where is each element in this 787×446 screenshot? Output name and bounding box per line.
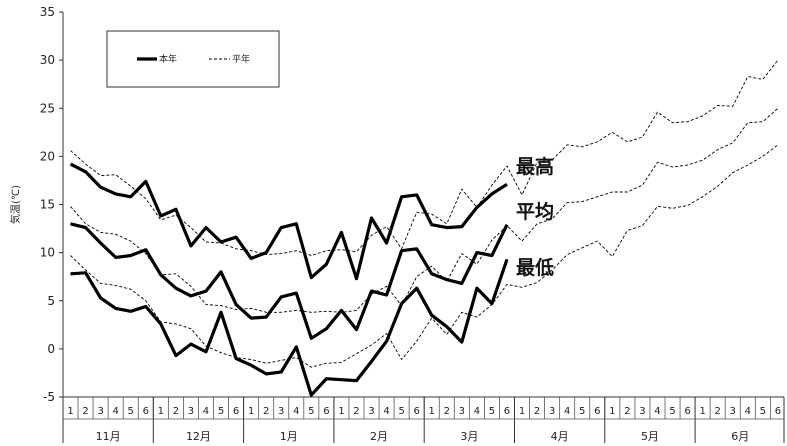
month-label: 12月 bbox=[186, 430, 211, 443]
pentad-label: 5 bbox=[308, 406, 314, 417]
y-tick-label: 30 bbox=[40, 53, 55, 67]
series-line-min-normal bbox=[70, 144, 779, 368]
pentad-label: 1 bbox=[67, 406, 73, 417]
pentad-label: 6 bbox=[413, 406, 419, 417]
pentad-label: 1 bbox=[248, 406, 254, 417]
pentad-label: 1 bbox=[519, 406, 525, 417]
y-tick-label: 15 bbox=[40, 198, 55, 212]
pentad-label: 5 bbox=[398, 406, 404, 417]
month-label: 6月 bbox=[731, 430, 749, 443]
pentad-label: 3 bbox=[97, 406, 103, 417]
pentad-label: 3 bbox=[459, 406, 465, 417]
series-line-min-current bbox=[70, 258, 509, 397]
pentad-label: 3 bbox=[730, 406, 736, 417]
y-axis-label: 気温(℃) bbox=[9, 185, 22, 224]
pentad-label: 4 bbox=[112, 406, 118, 417]
pentad-label: 4 bbox=[654, 406, 660, 417]
pentad-label: 2 bbox=[173, 406, 179, 417]
pentad-label: 3 bbox=[368, 406, 374, 417]
month-label: 1月 bbox=[280, 430, 298, 443]
pentad-label: 2 bbox=[263, 406, 269, 417]
pentad-label: 4 bbox=[745, 406, 751, 417]
pentad-label: 2 bbox=[353, 406, 359, 417]
pentad-label: 6 bbox=[684, 406, 690, 417]
pentad-label: 6 bbox=[775, 406, 781, 417]
pentad-label: 3 bbox=[188, 406, 194, 417]
pentad-label: 6 bbox=[323, 406, 329, 417]
legend-label-current: 本年 bbox=[159, 53, 177, 65]
month-label: 2月 bbox=[370, 430, 388, 443]
legend-box bbox=[106, 30, 280, 88]
series-label-min: 最低 bbox=[516, 256, 554, 279]
pentad-label: 5 bbox=[218, 406, 224, 417]
pentad-label: 2 bbox=[444, 406, 450, 417]
month-label: 3月 bbox=[460, 430, 478, 443]
pentad-label: 4 bbox=[383, 406, 389, 417]
legend-label-normal: 平年 bbox=[232, 53, 250, 65]
pentad-label: 6 bbox=[504, 406, 510, 417]
pentad-label: 3 bbox=[639, 406, 645, 417]
month-label: 5月 bbox=[641, 430, 659, 443]
y-tick-label: 25 bbox=[40, 101, 55, 115]
pentad-label: 6 bbox=[233, 406, 239, 417]
series-label-mean: 平均 bbox=[516, 200, 554, 223]
y-tick-label: 35 bbox=[40, 5, 55, 19]
pentad-label: 1 bbox=[699, 406, 705, 417]
pentad-label: 1 bbox=[429, 406, 435, 417]
pentad-label: 5 bbox=[489, 406, 495, 417]
month-label: 11月 bbox=[96, 430, 121, 443]
pentad-label: 5 bbox=[128, 406, 134, 417]
pentad-label: 4 bbox=[564, 406, 570, 417]
pentad-label: 2 bbox=[82, 406, 88, 417]
y-tick-label: 5 bbox=[47, 294, 55, 308]
pentad-label: 5 bbox=[669, 406, 675, 417]
series-line-mean-current bbox=[70, 222, 509, 340]
y-tick-label: 0 bbox=[47, 342, 55, 356]
pentad-label: 3 bbox=[278, 406, 284, 417]
series-line-max-normal bbox=[70, 59, 779, 256]
pentad-label: 4 bbox=[203, 406, 209, 417]
pentad-label: 1 bbox=[609, 406, 615, 417]
pentad-label: 3 bbox=[549, 406, 555, 417]
pentad-label: 5 bbox=[579, 406, 585, 417]
pentad-label: 4 bbox=[474, 406, 480, 417]
pentad-label: 4 bbox=[293, 406, 299, 417]
y-tick-label: 10 bbox=[40, 246, 55, 260]
pentad-label: 1 bbox=[158, 406, 164, 417]
pentad-label: 5 bbox=[760, 406, 766, 417]
pentad-label: 2 bbox=[624, 406, 630, 417]
pentad-label: 1 bbox=[338, 406, 344, 417]
pentad-label: 2 bbox=[534, 406, 540, 417]
pentad-label: 6 bbox=[143, 406, 149, 417]
series-line-max-current bbox=[69, 162, 508, 281]
pentad-label: 2 bbox=[714, 406, 720, 417]
legend: 本年 平年 bbox=[106, 30, 280, 88]
y-tick-label: 20 bbox=[40, 149, 55, 163]
series-label-max: 最高 bbox=[516, 155, 554, 178]
month-label: 4月 bbox=[551, 430, 569, 443]
y-tick-label: -5 bbox=[43, 390, 55, 404]
pentad-label: 6 bbox=[594, 406, 600, 417]
